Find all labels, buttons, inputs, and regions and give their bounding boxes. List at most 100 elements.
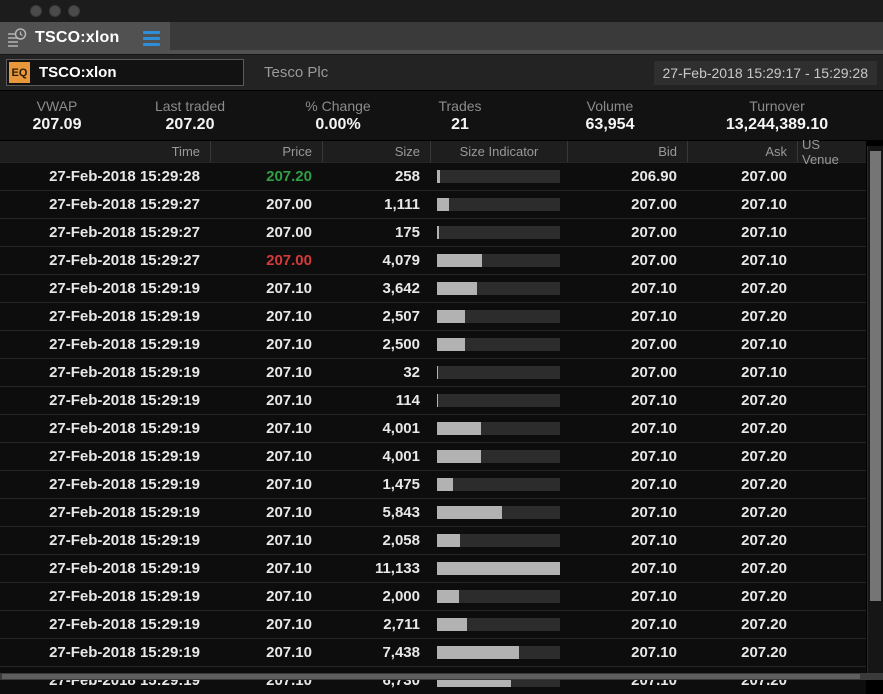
horizontal-scrollbar-thumb[interactable]	[2, 674, 860, 679]
symbol-input-value: TSCO:xlon	[32, 64, 117, 81]
size-indicator-bar	[437, 562, 560, 575]
trade-row[interactable]: 27-Feb-2018 15:29:19 207.10 5,843 207.10…	[0, 498, 866, 526]
trade-ask: 207.10	[687, 364, 797, 381]
size-indicator-bar	[437, 226, 439, 239]
stat-cell: Turnover 13,244,389.10	[710, 91, 844, 140]
size-indicator-cell	[430, 618, 567, 631]
trade-time: 27-Feb-2018 15:29:19	[0, 420, 210, 437]
trade-row[interactable]: 27-Feb-2018 15:29:19 207.10 2,500 207.00…	[0, 330, 866, 358]
size-indicator-track	[437, 646, 560, 659]
column-header[interactable]: Price	[210, 141, 322, 162]
size-indicator-track	[437, 394, 560, 407]
size-indicator-bar	[437, 618, 467, 631]
trade-row[interactable]: 27-Feb-2018 15:29:19 207.10 7,438 207.10…	[0, 638, 866, 666]
trade-bid: 207.10	[567, 448, 687, 465]
trade-ask: 207.20	[687, 588, 797, 605]
size-indicator-track	[437, 170, 560, 183]
trade-size: 2,500	[322, 336, 430, 353]
symbol-input[interactable]: EQ TSCO:xlon	[6, 59, 244, 86]
size-indicator-cell	[430, 646, 567, 659]
symbol-row: EQ TSCO:xlon Tesco Plc 27-Feb-2018 15:29…	[0, 54, 883, 90]
stat-cell: VWAP 207.09	[0, 91, 114, 140]
trade-row[interactable]: 27-Feb-2018 15:29:27 207.00 1,111 207.00…	[0, 190, 866, 218]
stat-label: VWAP	[0, 98, 114, 114]
date-range: 27-Feb-2018 15:29:17 - 15:29:28	[654, 61, 878, 85]
size-indicator-bar	[437, 478, 453, 491]
tab-strip: TSCO:xlon	[0, 22, 883, 54]
size-indicator-track	[437, 338, 560, 351]
size-indicator-track	[437, 618, 560, 631]
trade-row[interactable]: 27-Feb-2018 15:29:19 207.10 1,475 207.10…	[0, 470, 866, 498]
trade-time: 27-Feb-2018 15:29:19	[0, 392, 210, 409]
vertical-scrollbar[interactable]	[867, 146, 883, 673]
trade-time: 27-Feb-2018 15:29:27	[0, 196, 210, 213]
trade-bid: 207.10	[567, 560, 687, 577]
column-header[interactable]: Ask	[687, 141, 797, 162]
trade-row[interactable]: 27-Feb-2018 15:29:19 207.10 2,711 207.10…	[0, 610, 866, 638]
trade-bid: 207.10	[567, 308, 687, 325]
trade-time: 27-Feb-2018 15:29:19	[0, 364, 210, 381]
trade-row[interactable]: 27-Feb-2018 15:29:19 207.10 32 207.00 20…	[0, 358, 866, 386]
trade-row[interactable]: 27-Feb-2018 15:29:19 207.10 6,730 207.10…	[0, 666, 866, 694]
trade-row[interactable]: 27-Feb-2018 15:29:27 207.00 175 207.00 2…	[0, 218, 866, 246]
column-header[interactable]: Size	[322, 141, 430, 162]
trade-size: 2,000	[322, 588, 430, 605]
column-header[interactable]: US Venue	[797, 141, 866, 162]
trade-row[interactable]: 27-Feb-2018 15:29:19 207.10 2,058 207.10…	[0, 526, 866, 554]
stat-value: 207.20	[114, 116, 266, 134]
trade-row[interactable]: 27-Feb-2018 15:29:19 207.10 114 207.10 2…	[0, 386, 866, 414]
stat-value: 63,954	[510, 116, 710, 134]
size-indicator-cell	[430, 506, 567, 519]
trade-row[interactable]: 27-Feb-2018 15:29:19 207.10 2,000 207.10…	[0, 582, 866, 610]
size-indicator-cell	[430, 282, 567, 295]
trade-bid: 207.00	[567, 364, 687, 381]
size-indicator-cell	[430, 590, 567, 603]
trade-price: 207.10	[210, 560, 322, 577]
vertical-scrollbar-thumb[interactable]	[870, 151, 881, 601]
trade-price: 207.10	[210, 476, 322, 493]
window-minimize-button[interactable]	[49, 5, 61, 17]
size-indicator-cell	[430, 394, 567, 407]
column-header[interactable]: Time	[0, 141, 210, 162]
trade-ask: 207.20	[687, 616, 797, 633]
trade-bid: 207.10	[567, 616, 687, 633]
size-indicator-track	[437, 506, 560, 519]
trade-ask: 207.20	[687, 392, 797, 409]
tab-menu-icon[interactable]	[143, 29, 160, 47]
trade-size: 1,111	[322, 196, 430, 213]
size-indicator-track	[437, 254, 560, 267]
trade-time: 27-Feb-2018 15:29:27	[0, 224, 210, 241]
trade-ask: 207.10	[687, 224, 797, 241]
window-close-button[interactable]	[30, 5, 42, 17]
horizontal-scrollbar[interactable]	[0, 673, 883, 680]
size-indicator-cell	[430, 170, 567, 183]
trade-ask: 207.10	[687, 196, 797, 213]
trade-size: 2,507	[322, 308, 430, 325]
column-header[interactable]: Bid	[567, 141, 687, 162]
window-zoom-button[interactable]	[68, 5, 80, 17]
trade-row[interactable]: 27-Feb-2018 15:29:28 207.20 258 206.90 2…	[0, 162, 866, 190]
trade-size: 11,133	[322, 560, 430, 577]
stat-value: 13,244,389.10	[710, 116, 844, 134]
tab-tsco-xlon[interactable]: TSCO:xlon	[0, 22, 170, 54]
size-indicator-track	[437, 422, 560, 435]
trade-row[interactable]: 27-Feb-2018 15:29:19 207.10 4,001 207.10…	[0, 442, 866, 470]
trade-time: 27-Feb-2018 15:29:19	[0, 476, 210, 493]
size-indicator-cell	[430, 310, 567, 323]
size-indicator-bar	[437, 422, 481, 435]
size-indicator-cell	[430, 478, 567, 491]
trade-bid: 207.00	[567, 336, 687, 353]
trade-row[interactable]: 27-Feb-2018 15:29:19 207.10 3,642 207.10…	[0, 274, 866, 302]
stat-cell: Volume 63,954	[510, 91, 710, 140]
trade-price: 207.10	[210, 420, 322, 437]
trade-size: 114	[322, 392, 430, 409]
trade-row[interactable]: 27-Feb-2018 15:29:19 207.10 4,001 207.10…	[0, 414, 866, 442]
trade-size: 4,001	[322, 448, 430, 465]
trade-row[interactable]: 27-Feb-2018 15:29:27 207.00 4,079 207.00…	[0, 246, 866, 274]
column-header[interactable]: Size Indicator	[430, 141, 567, 162]
trade-time: 27-Feb-2018 15:29:27	[0, 252, 210, 269]
trade-size: 4,001	[322, 420, 430, 437]
trade-row[interactable]: 27-Feb-2018 15:29:19 207.10 11,133 207.1…	[0, 554, 866, 582]
trade-row[interactable]: 27-Feb-2018 15:29:19 207.10 2,507 207.10…	[0, 302, 866, 330]
trade-ask: 207.20	[687, 560, 797, 577]
